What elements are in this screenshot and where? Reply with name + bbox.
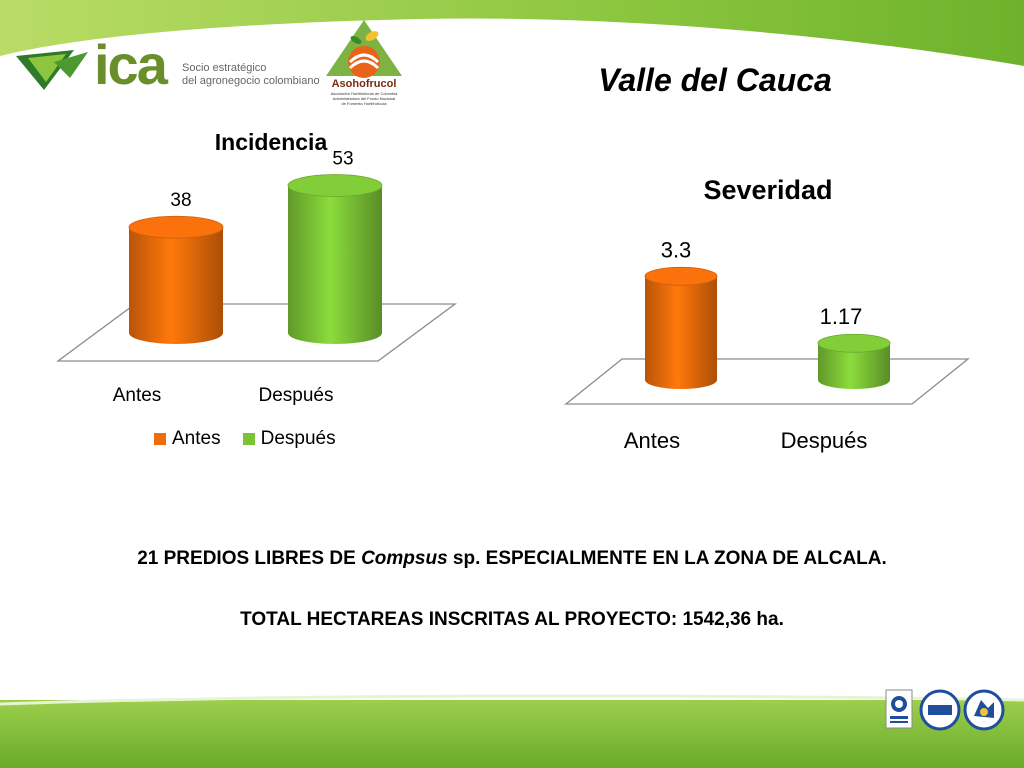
asohofrucol-logo: Asohofrucol Asociación Hortifrutícola de… bbox=[316, 18, 412, 106]
chart-incidencia-legend: Antes Después bbox=[154, 428, 336, 450]
data-label: 3.3 bbox=[661, 237, 692, 262]
ica-leaf-icon bbox=[16, 50, 88, 90]
bottom-band-top-edge bbox=[0, 694, 1024, 706]
ica-logo: ica Socio estratégico del agronegocio co… bbox=[14, 33, 320, 98]
legend-item-despues: Después bbox=[242, 428, 336, 450]
certification-logos bbox=[885, 689, 1005, 731]
legend-swatch-despues bbox=[242, 433, 255, 445]
species-name: Compsus bbox=[361, 548, 448, 569]
iqnet-cert-icon bbox=[919, 689, 961, 731]
asohofrucol-emblem-icon bbox=[326, 20, 402, 78]
category-label: Después bbox=[259, 385, 334, 406]
asohofrucol-sub-3: de Fomento Hortifrutícola bbox=[341, 101, 387, 106]
ica-tagline-1: Socio estratégico bbox=[182, 62, 267, 74]
icontec-cert-icon bbox=[885, 689, 913, 729]
data-label: 1.17 bbox=[820, 304, 863, 329]
ica-tagline-2: del agronegocio colombiano bbox=[182, 75, 320, 87]
slide-title: Valle del Cauca bbox=[598, 62, 832, 98]
ica-wordmark: ica bbox=[94, 33, 168, 96]
data-label: 38 bbox=[170, 190, 191, 211]
legend-swatch-antes bbox=[154, 433, 166, 445]
data-label: 53 bbox=[332, 148, 353, 169]
asohofrucol-name: Asohofrucol bbox=[331, 78, 397, 90]
asohofrucol-sub-1: Asociación Hortifrutícola de Colombia bbox=[330, 91, 398, 96]
bar-top-cap bbox=[644, 266, 718, 286]
predios-text-a: 21 PREDIOS LIBRES DE bbox=[137, 548, 362, 569]
bar-top-cap bbox=[287, 174, 383, 197]
top-green-band bbox=[0, 0, 1024, 68]
bar-antes bbox=[645, 276, 717, 389]
bar-antes bbox=[129, 227, 223, 344]
asohofrucol-sub-2: Administradora del Fondo Nacional bbox=[332, 96, 396, 101]
top-band-white-line bbox=[0, 18, 1024, 70]
chart-incidencia-title: Incidencia bbox=[214, 129, 328, 155]
category-label: Antes bbox=[113, 385, 162, 406]
category-label: Antes bbox=[624, 428, 680, 453]
predios-statement: 21 PREDIOS LIBRES DE Compsus sp. ESPECIA… bbox=[0, 548, 1024, 570]
chart-floor bbox=[564, 358, 970, 405]
asohofrucol-subtitle: Asociación Hortifrutícola de Colombia Ad… bbox=[316, 91, 412, 106]
legend-label-antes: Antes bbox=[172, 428, 221, 449]
hectares-statement: TOTAL HECTAREAS INSCRITAS AL PROYECTO: 1… bbox=[240, 609, 784, 630]
bar-despues bbox=[288, 185, 382, 344]
ica-tagline: Socio estratégico del agronegocio colomb… bbox=[182, 62, 322, 88]
bar-despues bbox=[818, 343, 890, 389]
bottom-green-band bbox=[0, 700, 1024, 768]
chart-severidad-title: Severidad bbox=[703, 175, 833, 205]
category-label: Después bbox=[781, 428, 868, 453]
national-emblem-icon bbox=[963, 689, 1005, 731]
bar-top-cap bbox=[128, 215, 224, 239]
legend-item-antes: Antes bbox=[154, 428, 221, 450]
legend-label-despues: Después bbox=[260, 428, 336, 449]
predios-text-c: sp. ESPECIALMENTE EN LA ZONA DE ALCALA. bbox=[447, 548, 887, 569]
bar-top-cap bbox=[817, 333, 891, 353]
